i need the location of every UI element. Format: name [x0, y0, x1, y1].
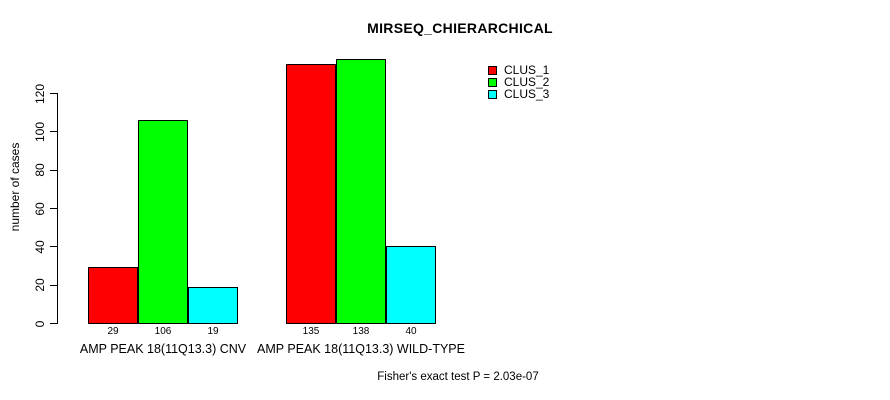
y-tick-mark — [50, 323, 57, 324]
y-tick-mark — [50, 208, 57, 209]
group-label: AMP PEAK 18(11Q13.3) WILD-TYPE — [257, 342, 465, 356]
legend-swatch — [488, 65, 497, 75]
y-tick-label: 20 — [33, 278, 47, 292]
bar-clus_3-group2 — [386, 246, 436, 324]
bar-value-label: 19 — [207, 326, 219, 337]
y-tick-label: 120 — [33, 83, 47, 104]
bar-value-label: 135 — [302, 326, 320, 337]
legend-label: CLUS_2 — [504, 75, 550, 89]
chart-title: MIRSEQ_CHIERARCHICAL — [367, 20, 553, 36]
bar-clus_3-group1 — [188, 286, 238, 324]
y-tick-mark — [50, 169, 57, 171]
bar-value-label: 40 — [405, 326, 417, 337]
footnote-text: Fisher's exact test P = 2.03e-07 — [377, 371, 539, 383]
y-tick-label: 40 — [33, 240, 47, 254]
legend-swatch — [488, 89, 497, 99]
bar-clus_2-group1 — [138, 119, 188, 324]
bar-value-label: 138 — [352, 326, 370, 337]
y-tick-mark — [50, 131, 57, 133]
bar-value-label: 29 — [107, 326, 119, 337]
bar-clus_1-group1 — [88, 267, 138, 324]
legend-swatch — [488, 77, 497, 87]
legend-item-clus_3: CLUS_3 — [488, 87, 550, 101]
y-tick-label: 0 — [33, 320, 47, 327]
y-tick-mark — [50, 246, 57, 248]
legend: CLUS_1 CLUS_2 CLUS_3 — [488, 63, 550, 101]
bar-clus_1-group2 — [286, 64, 336, 324]
bar-clus_2-group2 — [336, 58, 386, 324]
y-tick-label: 80 — [33, 163, 47, 177]
y-tick-label: 60 — [33, 201, 47, 216]
y-tick-mark — [50, 284, 57, 286]
legend-label: CLUS_1 — [504, 63, 550, 77]
group-label: AMP PEAK 18(11Q13.3) CNV — [79, 342, 247, 356]
y-axis-label: number of cases — [8, 142, 22, 232]
legend-item-clus_1: CLUS_1 — [488, 63, 550, 77]
y-axis-line — [57, 93, 58, 324]
y-tick-label: 100 — [33, 121, 47, 142]
bar-value-label: 106 — [154, 326, 172, 337]
y-tick-mark — [50, 93, 57, 94]
legend-label: CLUS_3 — [504, 87, 550, 101]
legend-item-clus_2: CLUS_2 — [488, 75, 550, 89]
